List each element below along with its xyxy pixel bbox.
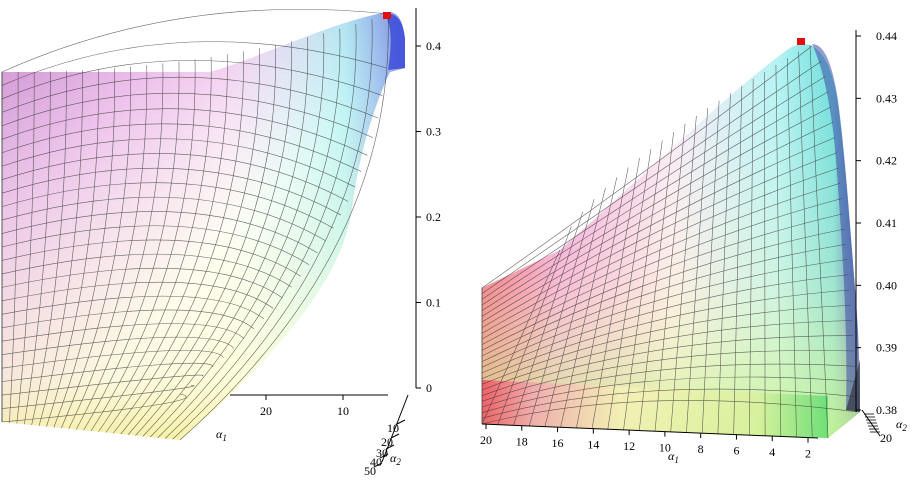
left-y-tick-mark [390,433,400,439]
right-x-tick-label: 10 [659,441,671,455]
right-x-axis: 20 18 16 14 12 10 8 6 4 2 [480,423,819,461]
left-y-axis-label: α2 [390,451,401,467]
right-x-tick-label: 4 [769,445,775,459]
left-z-tick-label: 0.3 [426,125,441,139]
right-z-axis: 0.38 0.39 0.40 0.41 0.42 0.43 0.44 [855,29,897,417]
right-x-tick-label: 12 [623,439,635,453]
right-x-tick-label: 6 [733,444,739,458]
right-x-axis-label: α1 [668,449,679,465]
left-y-tick-label: 10 [387,421,399,435]
left-y-tick-label: 30 [376,446,388,460]
right-surface-mesh [481,44,859,439]
right-z-tick-label: 0.40 [876,278,897,292]
left-max-marker [383,12,391,19]
left-y-tick-mark [373,462,383,468]
left-x-tick-label: 20 [260,404,272,418]
left-z-axis: 0 0.1 0.2 0.3 0.4 [415,8,441,395]
right-z-tick-label: 0.42 [876,154,897,168]
right-x-tick-label: 18 [516,435,528,449]
left-y-tick-label: 20 [381,435,393,449]
right-y-axis: 20 [861,409,892,445]
left-y-tick-mark [385,444,395,450]
left-y-tick-mark [396,419,406,425]
left-x-axis: 20 10 [230,394,388,418]
right-max-marker [797,38,805,45]
right-x-tick-label: 2 [805,447,811,461]
right-z-tick-label: 0.43 [876,91,897,105]
left-y-tick-label: 40 [370,455,382,469]
right-z-tick-label: 0.44 [876,29,897,43]
left-z-tick-label: 0 [426,381,432,395]
right-z-tick-label: 0.41 [876,216,897,230]
right-x-tick-label: 8 [698,442,704,456]
left-y-tick-mark [379,453,389,459]
left-y-tick-label: 50 [364,464,376,476]
left-x-axis-label: α1 [216,427,227,443]
right-z-tick-label: 0.39 [876,341,897,355]
right-z-tick-label: 0.38 [876,403,897,417]
left-z-tick-label: 0.4 [426,39,441,53]
right-x-tick-label: 16 [552,436,564,450]
left-z-tick-label: 0.2 [426,210,441,224]
right-y-tick-label: 20 [880,431,892,445]
right-surface-plot: 0.38 0.39 0.40 0.41 0.42 0.43 0.44 20 18 16 14 12 1… [480,29,907,465]
right-x-tick-label: 14 [587,438,599,452]
left-x-tick-label: 10 [337,404,349,418]
right-y-axis-label: α2 [896,417,907,433]
right-x-tick-label: 20 [480,433,492,447]
left-z-tick-label: 0.1 [426,296,441,310]
left-surface-mesh [1,8,389,441]
